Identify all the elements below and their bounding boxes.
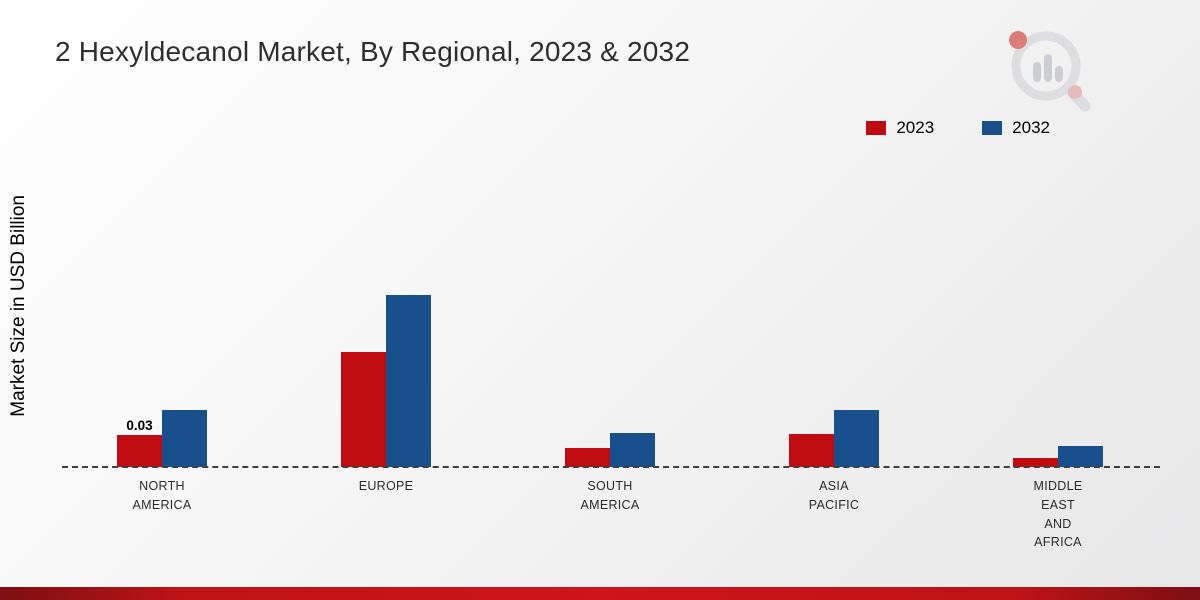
category-label: ASIA PACIFIC [808, 479, 860, 512]
bar-pair [341, 295, 431, 467]
bar-2023-europe [341, 352, 386, 467]
bar-pair [789, 410, 879, 467]
bar-2032-north-america [162, 410, 207, 467]
chart-title: 2 Hexyldecanol Market, By Regional, 2023… [55, 36, 691, 67]
bar-wrap [162, 410, 207, 467]
bar-group-europe: EUROPE [274, 150, 498, 493]
legend-label: 2023 [896, 118, 935, 137]
bar-pair: 0.03 [117, 410, 207, 467]
bar-2023-middle-east-and-africa [1013, 458, 1058, 467]
bar-groups: 0.03 NORTH AMERICA EUROPE SOUTH AMERICA ASIA… [50, 150, 1170, 549]
bar-2023-north-america [117, 435, 162, 467]
legend-item-2032: 2032 [982, 118, 1050, 138]
bar-group-asia-pacific: ASIA PACIFIC [722, 150, 946, 512]
bar-group-north-america: 0.03 NORTH AMERICA [50, 150, 274, 512]
bar-2032-asia-pacific [834, 410, 879, 467]
bar-pair [565, 433, 655, 467]
category-label: SOUTH AMERICA [580, 479, 640, 512]
bar-value-label: 0.03 [126, 418, 153, 433]
footer-accent-bar [0, 587, 1200, 600]
bar-wrap [1013, 458, 1058, 467]
plot-area: 0.03 NORTH AMERICA EUROPE SOUTH AMERICA ASIA… [50, 150, 1170, 549]
category-label: EUROPE [358, 479, 414, 493]
bar-wrap [610, 433, 655, 467]
legend: 2023 2032 [866, 118, 1050, 138]
legend-swatch [866, 121, 887, 135]
bar-2023-south-america [565, 448, 610, 467]
brand-logo [1000, 22, 1100, 122]
bar-group-middle-east-and-africa: MIDDLE EAST AND AFRICA [946, 150, 1170, 549]
bar-wrap [789, 434, 834, 467]
category-label: MIDDLE EAST AND AFRICA [1033, 479, 1083, 550]
legend-item-2023: 2023 [866, 118, 934, 138]
bar-wrap: 0.03 [117, 418, 162, 467]
bar-2032-middle-east-and-africa [1058, 446, 1103, 467]
bar-wrap [386, 295, 431, 467]
category-label: NORTH AMERICA [132, 479, 192, 512]
bar-wrap [1058, 446, 1103, 467]
bar-wrap [341, 352, 386, 467]
bar-2032-europe [386, 295, 431, 467]
legend-label: 2032 [1012, 118, 1050, 137]
bar-group-south-america: SOUTH AMERICA [498, 150, 722, 512]
bar-pair [1013, 446, 1103, 467]
x-axis-baseline [62, 466, 1160, 468]
legend-swatch [982, 121, 1003, 135]
magnifier-chart-logo-icon [1009, 31, 1091, 112]
y-axis-label: Market Size in USD Billion [8, 195, 29, 417]
bar-2032-south-america [610, 433, 655, 467]
bar-2023-asia-pacific [789, 434, 834, 467]
bar-wrap [834, 410, 879, 467]
bar-wrap [565, 448, 610, 467]
